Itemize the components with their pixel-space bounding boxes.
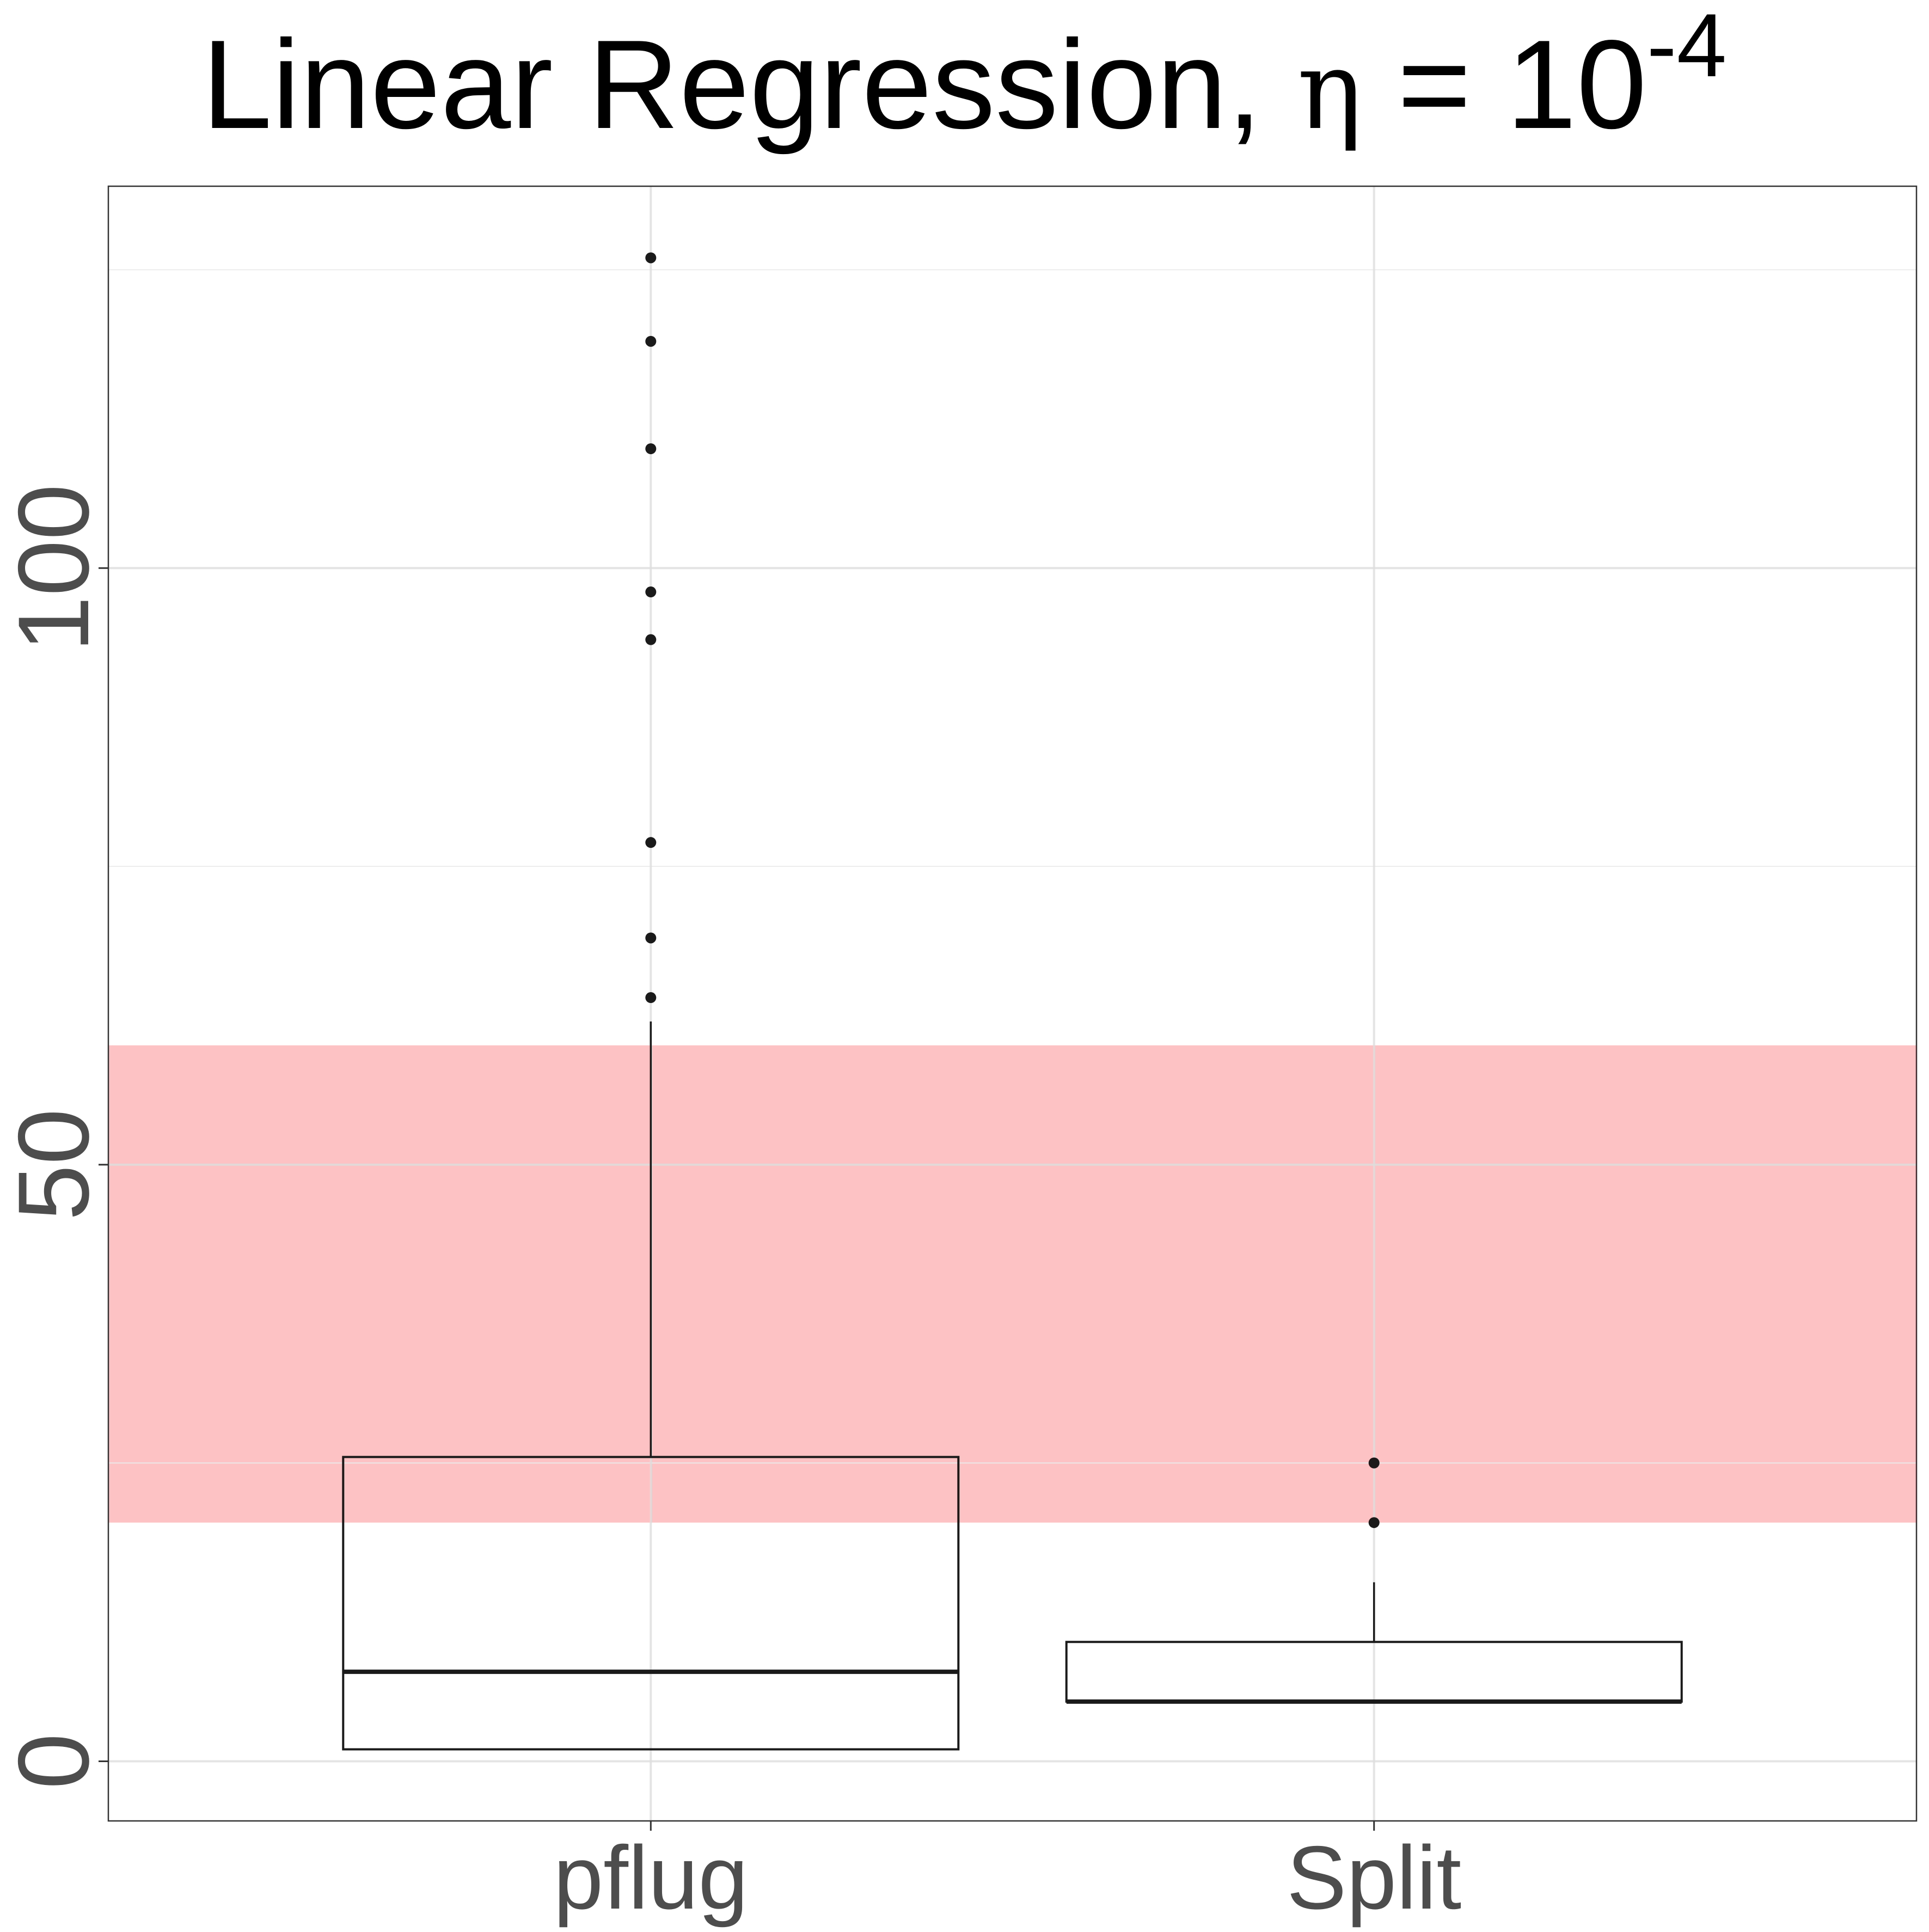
- outlier-point: [645, 252, 657, 264]
- outlier-point: [1368, 1457, 1380, 1469]
- highlight-band-layer: [108, 1045, 1916, 1523]
- outlier-point: [1368, 1517, 1380, 1529]
- outlier-point: [645, 443, 657, 455]
- chart-title-equals: = 10: [1362, 14, 1646, 155]
- outlier-point: [645, 586, 657, 598]
- y-tick-label: 0: [0, 1733, 110, 1789]
- x-tick-label: pflug: [553, 1827, 748, 1928]
- highlight-band: [108, 1045, 1916, 1523]
- outlier-point: [645, 634, 657, 645]
- x-tick-label: Split: [1287, 1827, 1461, 1928]
- outlier-point: [645, 837, 657, 848]
- outlier-point: [645, 335, 657, 347]
- chart-title-main: Linear Regression,: [202, 14, 1297, 155]
- axes: 0 50 100 pflug Split: [0, 484, 1461, 1928]
- box-group-pflug: [342, 252, 960, 1751]
- panel-border: [107, 185, 1918, 1822]
- outlier-point: [645, 932, 657, 944]
- box-iqr: [342, 1456, 960, 1751]
- y-tick-label: 50: [0, 1109, 110, 1221]
- boxes: [342, 252, 1683, 1751]
- box-group-split: [1065, 1457, 1683, 1704]
- chart-title: Linear Regression, η = 10-4: [202, 0, 1727, 155]
- y-tick-label: 100: [0, 484, 110, 652]
- gridlines: [108, 186, 1916, 1821]
- chart-title-superscript: -4: [1647, 0, 1727, 95]
- chart-title-symbol: η: [1297, 27, 1362, 154]
- outlier-point: [645, 992, 657, 1004]
